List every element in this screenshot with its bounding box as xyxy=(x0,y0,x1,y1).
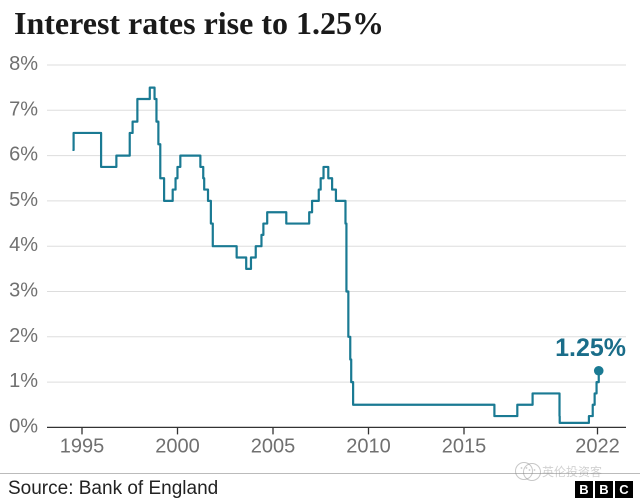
svg-text:0%: 0% xyxy=(9,415,38,437)
svg-text:5%: 5% xyxy=(9,189,38,211)
svg-text:2%: 2% xyxy=(9,325,38,347)
svg-text:4%: 4% xyxy=(9,234,38,256)
svg-text:2005: 2005 xyxy=(251,435,296,457)
svg-text:7%: 7% xyxy=(9,98,38,120)
svg-text:2000: 2000 xyxy=(155,435,200,457)
svg-text:1.25%: 1.25% xyxy=(555,334,626,362)
svg-text:6%: 6% xyxy=(9,144,38,166)
svg-text:2022: 2022 xyxy=(575,435,620,457)
svg-text:2010: 2010 xyxy=(346,435,391,457)
svg-text:8%: 8% xyxy=(9,53,38,75)
svg-text:3%: 3% xyxy=(9,280,38,302)
svg-text:2015: 2015 xyxy=(442,435,487,457)
svg-text:1%: 1% xyxy=(9,370,38,392)
svg-text:1995: 1995 xyxy=(60,435,105,457)
